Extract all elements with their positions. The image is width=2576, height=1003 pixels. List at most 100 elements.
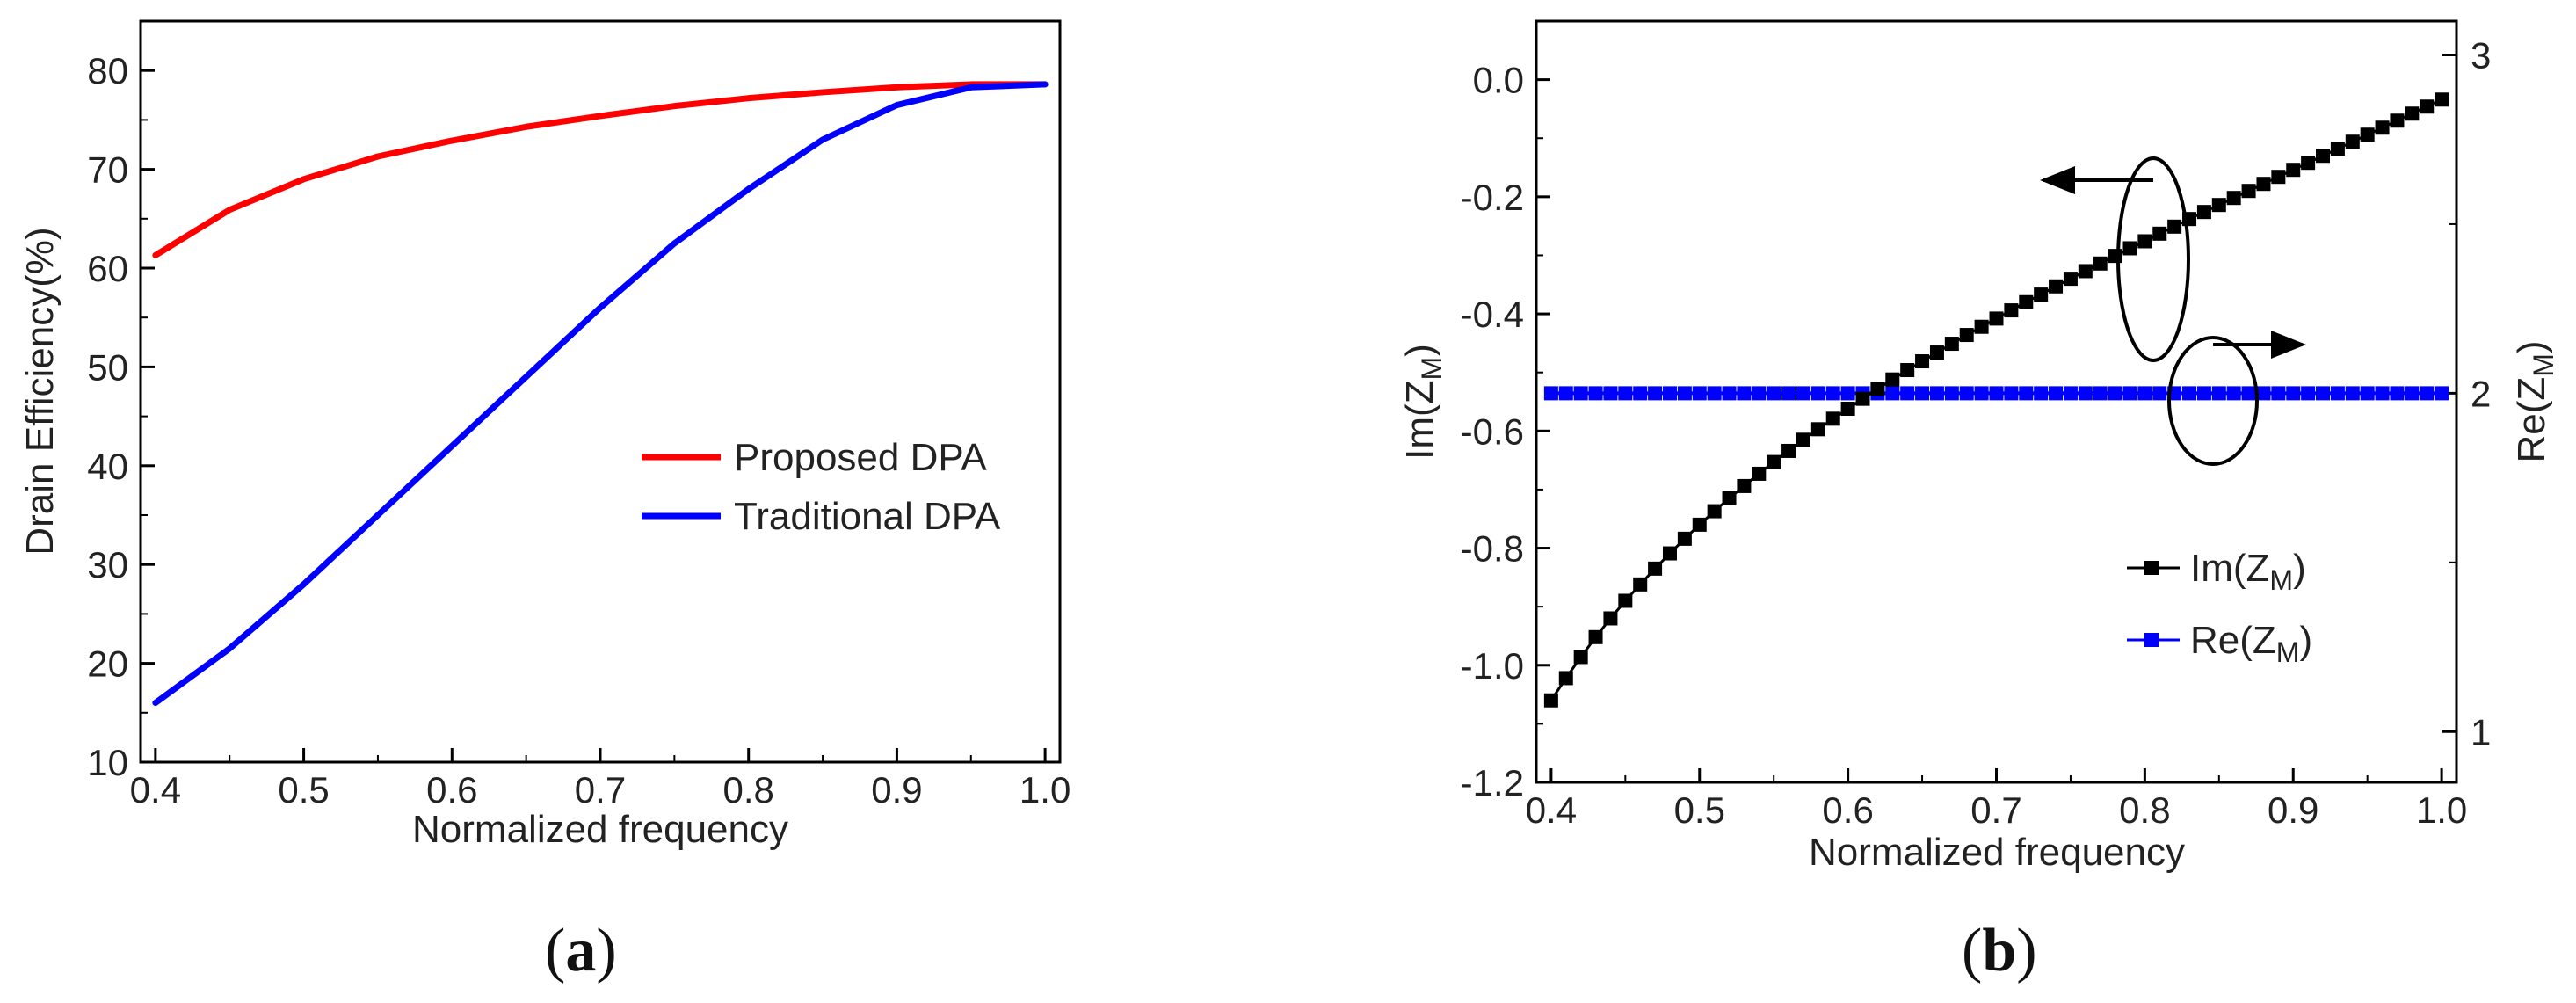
re-zm-point — [2256, 386, 2271, 401]
re-zm-point — [1558, 386, 1573, 401]
panel-b-chart: -1.2-1.0-0.8-0.6-0.4-0.20.0 123 0.4 0.5 0.… — [1398, 19, 2559, 985]
im-zm-point — [2301, 156, 2316, 171]
im-zm-point — [2405, 106, 2420, 121]
annotation-left-arrow-ellipse — [2040, 156, 2190, 362]
panel-b-left-y-axis-title: Im(ZM) — [1398, 344, 1448, 460]
im-zm-point — [2196, 205, 2211, 220]
re-zm-point — [1840, 386, 1855, 401]
im-zm-point — [1767, 454, 1781, 469]
re-zm-point — [1618, 386, 1633, 401]
im-zm-point — [1752, 466, 1767, 481]
y-tick-label: 40 — [87, 446, 128, 487]
right-y-tick-label: 2 — [2471, 373, 2491, 414]
im-zm-point — [1737, 478, 1752, 493]
left-y-tick-label: -0.2 — [1461, 177, 1524, 218]
im-zm-point — [2435, 92, 2449, 107]
im-zm-point — [2256, 177, 2271, 192]
im-zm-point — [2316, 149, 2331, 164]
x-tick-label: 0.8 — [2119, 789, 2170, 831]
im-zm-point — [1662, 546, 1677, 561]
legend-label: Im(ZM) — [2190, 547, 2306, 596]
im-zm-point — [2063, 272, 2078, 287]
panel-a-series — [152, 81, 1049, 707]
im-zm-point — [1618, 593, 1633, 608]
im-zm-point — [2330, 142, 2345, 156]
legend-label: Proposed DPA — [734, 436, 987, 479]
y-tick-label: 80 — [87, 50, 128, 91]
re-zm-point — [1633, 386, 1648, 401]
im-zm-point — [2122, 241, 2137, 256]
im-zm-point — [1915, 354, 1930, 369]
x-tick-label: 0.4 — [130, 769, 181, 810]
re-zm-point — [1767, 386, 1781, 401]
im-zm-point — [2034, 287, 2049, 302]
im-zm-point — [1558, 671, 1573, 686]
panel-b-x-axis-title: Normalized frequency — [1809, 831, 2185, 874]
im-zm-point — [2360, 127, 2375, 142]
re-zm-point — [1662, 386, 1677, 401]
x-tick-label: 0.7 — [1970, 789, 2021, 831]
im-zm-point — [1603, 611, 1618, 626]
im-zm-point — [1885, 372, 1900, 387]
y-tick-label: 10 — [87, 742, 128, 783]
left-y-tick-label: -1.0 — [1461, 645, 1524, 687]
im-zm-point — [1810, 422, 1825, 437]
annotation-right-arrow-ellipse — [2167, 331, 2306, 466]
legend-label: Re(ZM) — [2190, 619, 2312, 668]
panel-b-x-axis: 0.4 0.5 0.6 0.7 0.8 0.9 1.0 — [1526, 768, 2467, 831]
series-line-proposed-dpa — [152, 81, 1049, 258]
im-zm-point — [2078, 264, 2093, 279]
re-zm-point — [1781, 386, 1796, 401]
x-tick-label: 0.5 — [1674, 789, 1725, 831]
re-zm-point — [2019, 386, 2034, 401]
re-zm-point — [2241, 386, 2256, 401]
panel-a-y-axis: 10 20 30 40 50 60 70 80 — [87, 20, 155, 783]
x-tick-label: 0.6 — [426, 769, 477, 810]
re-zm-point — [2196, 386, 2211, 401]
im-zm-point — [2049, 279, 2064, 294]
right-y-tick-label: 3 — [2471, 34, 2491, 76]
re-zm-point — [2152, 386, 2167, 401]
re-zm-point — [1959, 386, 1974, 401]
panel-b-plot-frame — [1535, 19, 2458, 784]
re-zm-point — [2063, 386, 2078, 401]
im-zm-point — [1974, 319, 1989, 334]
im-zm-point — [1929, 345, 1944, 360]
re-zm-point — [1648, 386, 1663, 401]
left-y-tick-label: 0.0 — [1473, 60, 1524, 101]
re-zm-point — [1885, 386, 1900, 401]
x-tick-label: 0.9 — [2268, 789, 2318, 831]
re-zm-point — [2122, 386, 2137, 401]
panel-b-left-y-axis: -1.2 -1.0 -0.8 -0.6 -0.4 -0.2 0.0 — [1461, 60, 1550, 803]
im-zm-point — [2241, 184, 2256, 199]
legend-swatch-marker — [2144, 561, 2159, 575]
re-zm-point — [2211, 386, 2226, 401]
panel-b-series — [1543, 92, 2449, 708]
im-zm-point — [1692, 517, 1707, 532]
re-zm-point — [2405, 386, 2420, 401]
re-zm-point — [1989, 386, 2004, 401]
panel-a-label: (a) — [545, 917, 617, 985]
re-zm-point — [1677, 386, 1692, 401]
left-y-tick-label: -0.8 — [1461, 528, 1524, 570]
re-zm-point — [1692, 386, 1707, 401]
re-zm-point — [2316, 386, 2331, 401]
re-zm-point — [1752, 386, 1767, 401]
panel-a-chart: 10 20 30 40 50 60 70 80 0.4 0.5 0.6 0.7 0.8 0.9 1.0 D… — [18, 19, 1070, 985]
re-zm-point — [2049, 386, 2064, 401]
panel-a-x-axis-title: Normalized frequency — [412, 808, 788, 851]
x-tick-label: 0.9 — [871, 769, 922, 810]
x-tick-label: 0.6 — [1822, 789, 1873, 831]
re-zm-point — [2226, 386, 2241, 401]
re-zm-point — [2286, 386, 2301, 401]
right-y-tick-label: 1 — [2471, 711, 2491, 752]
left-y-tick-label: -0.4 — [1461, 294, 1524, 335]
re-zm-point — [2108, 386, 2122, 401]
im-zm-point — [2004, 303, 2019, 318]
re-zm-point — [2435, 386, 2449, 401]
im-zm-point — [1825, 411, 1840, 426]
im-zm-point — [2167, 219, 2182, 234]
im-zm-point — [1722, 491, 1737, 505]
re-zm-point — [1573, 386, 1588, 401]
